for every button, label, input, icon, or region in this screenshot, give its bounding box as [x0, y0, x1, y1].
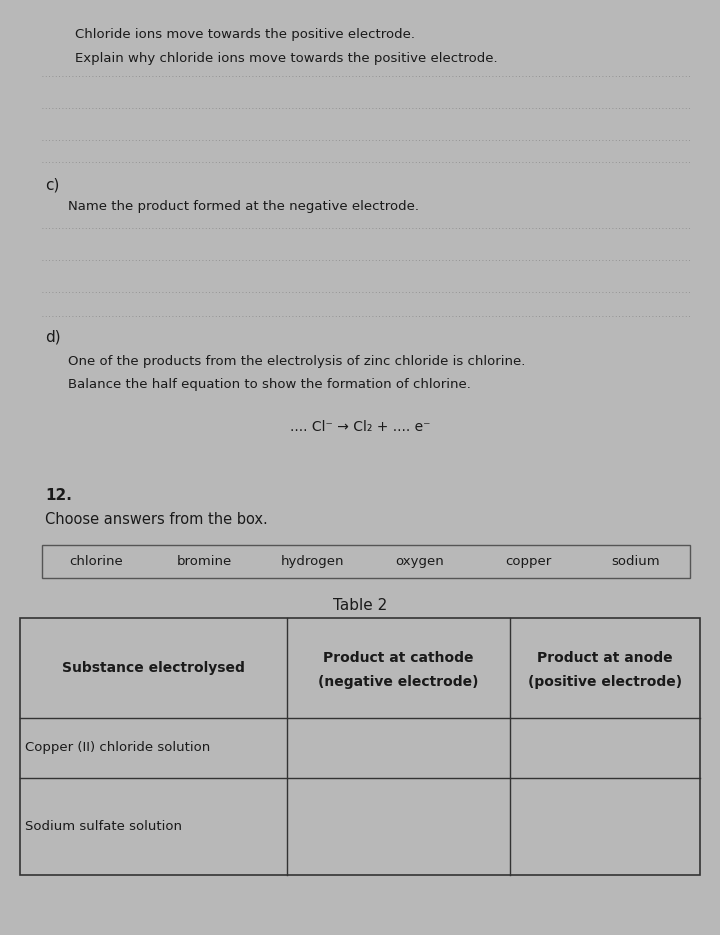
Text: c): c): [45, 178, 59, 193]
Text: d): d): [45, 330, 60, 345]
Text: 12.: 12.: [45, 488, 72, 503]
Text: .... Cl⁻ → Cl₂ + .... e⁻: .... Cl⁻ → Cl₂ + .... e⁻: [289, 420, 431, 434]
Text: (negative electrode): (negative electrode): [318, 675, 479, 689]
Text: Explain why chloride ions move towards the positive electrode.: Explain why chloride ions move towards t…: [75, 52, 498, 65]
Text: sodium: sodium: [612, 555, 660, 568]
Text: (positive electrode): (positive electrode): [528, 675, 682, 689]
Text: hydrogen: hydrogen: [280, 555, 343, 568]
Bar: [42, 545, 690, 578]
Text: Copper (II) chloride solution: Copper (II) chloride solution: [25, 741, 210, 755]
Text: Table 2: Table 2: [333, 598, 387, 613]
Text: Choose answers from the box.: Choose answers from the box.: [45, 512, 268, 527]
Bar: [20, 618, 700, 875]
Text: copper: copper: [505, 555, 551, 568]
Text: Product at anode: Product at anode: [537, 651, 672, 665]
Text: Balance the half equation to show the formation of chlorine.: Balance the half equation to show the fo…: [68, 378, 471, 391]
Text: Substance electrolysed: Substance electrolysed: [62, 661, 245, 675]
Text: bromine: bromine: [176, 555, 232, 568]
Text: One of the products from the electrolysis of zinc chloride is chlorine.: One of the products from the electrolysi…: [68, 355, 526, 368]
Text: Product at cathode: Product at cathode: [323, 651, 474, 665]
Text: Name the product formed at the negative electrode.: Name the product formed at the negative …: [68, 200, 419, 213]
Text: Chloride ions move towards the positive electrode.: Chloride ions move towards the positive …: [75, 28, 415, 41]
Text: oxygen: oxygen: [395, 555, 444, 568]
Text: Sodium sulfate solution: Sodium sulfate solution: [25, 820, 182, 833]
Text: chlorine: chlorine: [69, 555, 123, 568]
